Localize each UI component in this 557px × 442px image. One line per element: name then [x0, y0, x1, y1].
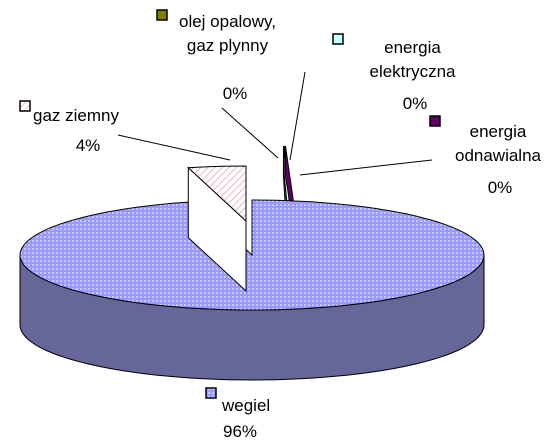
category-label: gaz ziemny: [33, 106, 119, 125]
value-label: 4%: [75, 136, 101, 155]
leader-line: [299, 159, 433, 176]
label-key: [19, 100, 31, 112]
value-label: 0%: [402, 94, 428, 113]
label-key: [156, 9, 168, 21]
leader-line: [289, 71, 306, 161]
category-label: energia elektryczna: [369, 38, 456, 81]
label-key: [205, 387, 217, 399]
value-label: 0%: [222, 84, 248, 103]
slice: [187, 165, 247, 293]
slice-top: [19, 199, 485, 311]
category-label: olej opalowy, gaz plynny: [178, 12, 277, 55]
slice-top: [187, 165, 247, 223]
label-key: [429, 115, 441, 127]
category-label: energia odnawialna: [454, 122, 541, 165]
value-label: 96%: [222, 422, 258, 441]
category-label: wegiel: [222, 396, 271, 415]
label-key: [332, 33, 344, 45]
leader-lines: [117, 71, 433, 176]
leader-line: [117, 134, 231, 161]
value-label: 0%: [487, 178, 513, 197]
slice: [19, 199, 485, 381]
leader-line: [221, 107, 279, 159]
